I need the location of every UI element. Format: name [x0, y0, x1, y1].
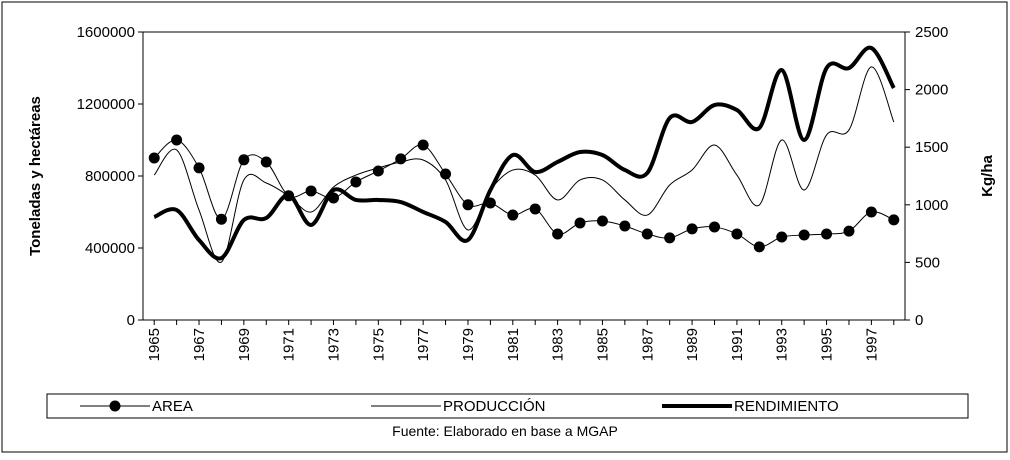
source-note: Fuente: Elaborado en base a MGAP [392, 423, 618, 439]
legend-label: PRODUCCIÓN [443, 398, 546, 415]
y-tick-label: 1600000 [77, 24, 135, 41]
data-point [507, 209, 519, 221]
y2-tick-label: 2000 [915, 82, 948, 99]
chart-frame [1, 1, 1008, 453]
data-point [238, 154, 250, 166]
legend-marker [109, 400, 121, 412]
series-line [153, 66, 895, 263]
data-point [260, 156, 272, 168]
x-tick-label: 1977 [415, 328, 432, 361]
data-point [552, 228, 564, 240]
data-point [619, 220, 631, 232]
plot-area [142, 31, 906, 321]
legend-box [46, 393, 969, 419]
x-tick-label: 1975 [370, 328, 387, 361]
y-tick-label: 400000 [85, 240, 135, 257]
legend-label: AREA [152, 398, 193, 415]
legend-label: RENDIMIENTO [734, 398, 839, 415]
y-tick-label: 1200000 [77, 96, 135, 113]
x-tick-label: 1989 [684, 328, 701, 361]
data-point [821, 228, 833, 240]
x-tick-label: 1993 [774, 328, 791, 361]
x-tick-label: 1967 [191, 328, 208, 361]
y-tick-label: 0 [127, 312, 135, 329]
y-tick-label: 800000 [85, 168, 135, 185]
y2-tick-label: 1500 [915, 139, 948, 156]
x-tick-label: 1985 [594, 328, 611, 361]
x-tick-label: 1991 [729, 328, 746, 361]
data-point [776, 231, 788, 243]
data-point [798, 229, 810, 241]
data-point [843, 225, 855, 237]
x-tick-label: 1973 [326, 328, 343, 361]
data-point [709, 221, 720, 233]
x-tick-label: 1971 [281, 328, 298, 361]
x-tick-label: 1981 [505, 328, 522, 361]
y2-tick-label: 0 [915, 312, 923, 329]
data-point [417, 139, 429, 151]
y2-tick-label: 1000 [915, 197, 948, 214]
data-point [462, 199, 474, 211]
data-point [574, 217, 586, 229]
data-point [215, 213, 227, 225]
data-point [641, 228, 653, 240]
data-point [731, 228, 743, 240]
x-tick-label: 1995 [819, 328, 836, 361]
data-point [664, 232, 676, 244]
x-tick-label: 1983 [550, 328, 567, 361]
data-point [686, 223, 698, 235]
data-point [305, 185, 317, 197]
series-line [153, 45, 896, 261]
series-line [153, 139, 894, 248]
x-tick-label: 1987 [639, 328, 656, 361]
data-point [350, 176, 362, 188]
data-point [888, 214, 900, 226]
x-tick-label: 1965 [146, 328, 163, 361]
x-tick-label: 1979 [460, 328, 477, 361]
y-axis-title: Toneladas y hectáreas [27, 96, 44, 256]
y2-tick-label: 2500 [915, 24, 948, 41]
x-tick-label: 1969 [236, 328, 253, 361]
x-tick-label: 1997 [863, 328, 880, 361]
y2-axis-title: Kg/ha [979, 155, 996, 197]
y2-tick-label: 500 [915, 254, 940, 271]
data-point [865, 206, 877, 218]
data-point [171, 134, 183, 146]
data-point [596, 215, 608, 227]
data-point [148, 152, 160, 164]
data-point [529, 203, 541, 215]
data-point [193, 162, 205, 174]
data-point [753, 241, 765, 253]
